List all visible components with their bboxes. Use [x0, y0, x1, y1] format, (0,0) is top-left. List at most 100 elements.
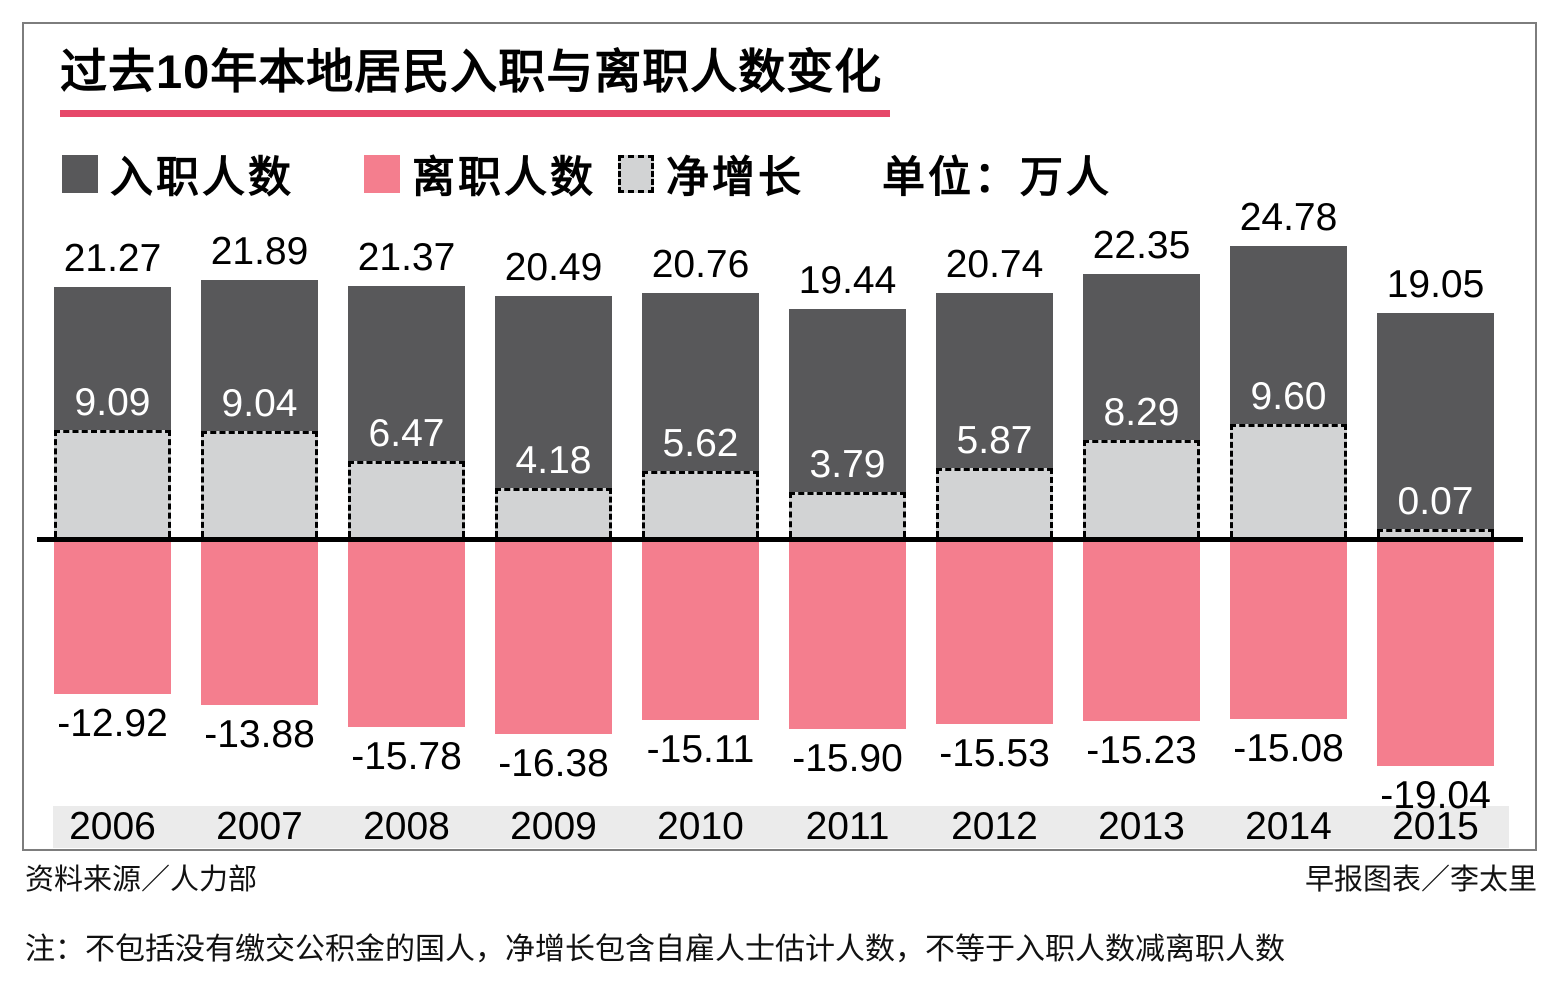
legend-label-net-growth: 净增长 [666, 154, 804, 202]
net-growth-value-label: 9.60 [1250, 375, 1327, 419]
hires-value-label: 21.37 [357, 235, 456, 279]
separations-bar [1377, 542, 1494, 766]
net-growth-bar [348, 460, 465, 537]
net-growth-bar [936, 468, 1053, 537]
legend-label-hires: 入职人数 [110, 154, 294, 202]
bar-group-2011: 19.44 3.79 [774, 200, 921, 537]
year-label-2013: 2013 [1098, 805, 1185, 848]
negative-bar-group-2015: -19.04 [1362, 542, 1509, 817]
net-growth-bar [1083, 439, 1200, 537]
bar-chart: 21.27 9.09 21.89 9.04 21.37 6.47 20.49 4.18 20.7… [37, 196, 1523, 848]
zero-axis-line [37, 537, 1523, 542]
bar-group-2007: 21.89 9.04 [186, 200, 333, 537]
hires-value-label: 19.44 [798, 258, 897, 302]
hires-value-label: 20.76 [651, 243, 750, 287]
separations-value-label: -13.88 [204, 713, 315, 757]
separations-value-label: -12.92 [57, 701, 168, 745]
hires-bar [1377, 313, 1494, 537]
negative-bar-group-2010: -15.11 [627, 542, 774, 805]
legend-item-separations: 离职人数 [364, 143, 596, 205]
bar-group-2015: 19.05 0.07 [1362, 200, 1509, 537]
net-growth-bar [1377, 529, 1494, 537]
bar-group-2014: 24.78 9.60 [1215, 196, 1362, 537]
author-credit: 早报图表／李太里 [1304, 864, 1537, 896]
separations-bar [936, 542, 1053, 725]
hires-swatch-icon [62, 155, 98, 193]
negative-bar-group-2006: -12.92 [39, 542, 186, 805]
year-label-2008: 2008 [363, 805, 450, 848]
hires-value-label: 19.05 [1386, 263, 1485, 307]
source-credit: 资料来源／人力部 [25, 864, 258, 896]
negative-bar-group-2008: -15.78 [333, 542, 480, 805]
bar-group-2009: 20.49 4.18 [480, 200, 627, 537]
separations-value-label: -15.23 [1086, 728, 1197, 772]
year-label-2012: 2012 [951, 805, 1038, 848]
net-growth-value-label: 8.29 [1103, 390, 1180, 434]
separations-bar [495, 542, 612, 735]
net-growth-bar [1230, 424, 1347, 537]
negative-bar-group-2012: -15.53 [921, 542, 1068, 805]
legend: 入职人数 离职人数 净增长 单位：万人 [62, 154, 1535, 202]
separations-value-label: -15.08 [1233, 727, 1344, 771]
chart-panel: 过去10年本地居民入职与离职人数变化 入职人数 离职人数 净增长 单位：万人 2… [22, 22, 1537, 851]
x-axis-labels: 2006 2007 2008 2009 2010 2011 2012 2013 2014 2015 [39, 806, 1509, 848]
separations-value-label: -16.38 [498, 742, 609, 786]
net-growth-bar [495, 487, 612, 537]
separations-value-label: -15.90 [792, 736, 903, 780]
year-label-2015: 2015 [1392, 805, 1479, 848]
year-label-2007: 2007 [216, 805, 303, 848]
negative-bar-group-2011: -15.90 [774, 542, 921, 805]
hires-value-label: 22.35 [1092, 224, 1191, 268]
hires-value-label: 20.74 [945, 243, 1044, 287]
separations-bar [642, 542, 759, 720]
net-growth-value-label: 0.07 [1397, 480, 1474, 523]
bar-group-2012: 20.74 5.87 [921, 200, 1068, 537]
net-growth-value-label: 3.79 [809, 443, 886, 487]
net-growth-bar [54, 430, 171, 537]
separations-bar [1230, 542, 1347, 720]
negative-bar-group-2013: -15.23 [1068, 542, 1215, 805]
hires-value-label: 21.89 [210, 229, 309, 273]
separations-value-label: -19.04 [1380, 773, 1491, 817]
hires-value-label: 24.78 [1239, 195, 1338, 239]
chart-title: 过去10年本地居民入职与离职人数变化 [60, 46, 891, 117]
net-growth-value-label: 5.62 [662, 421, 739, 465]
bar-group-2008: 21.37 6.47 [333, 200, 480, 537]
separations-value-label: -15.78 [351, 735, 462, 779]
net-growth-value-label: 6.47 [368, 411, 445, 455]
year-label-2014: 2014 [1245, 805, 1332, 848]
year-label-2011: 2011 [805, 805, 890, 848]
separations-bar [54, 542, 171, 694]
separations-bar [201, 542, 318, 706]
separations-value-label: -15.11 [646, 727, 755, 771]
net-growth-swatch-icon [618, 155, 654, 193]
year-label-2010: 2010 [657, 805, 744, 848]
bar-group-2010: 20.76 5.62 [627, 200, 774, 537]
separations-bar [1083, 542, 1200, 721]
hires-value-label: 20.49 [504, 246, 603, 290]
negative-bar-group-2009: -16.38 [480, 542, 627, 805]
negative-bar-group-2007: -13.88 [186, 542, 333, 805]
hires-value-label: 21.27 [63, 237, 162, 281]
legend-item-hires: 入职人数 [62, 143, 294, 205]
year-label-2009: 2009 [510, 805, 597, 848]
separations-swatch-icon [364, 155, 400, 193]
negative-bars-area: -12.92 -13.88 -15.78 -16.38 -15.11 -15.90 -15.… [39, 542, 1509, 817]
separations-value-label: -15.53 [939, 732, 1050, 776]
footnote: 注：不包括没有缴交公积金的国人，净增长包含自雇人士估计人数，不等于入职人数减离职… [25, 933, 1285, 966]
unit-label: 单位：万人 [882, 154, 1112, 202]
separations-bar [789, 542, 906, 729]
net-growth-bar [789, 492, 906, 537]
net-growth-value-label: 9.09 [74, 381, 151, 425]
legend-label-separations: 离职人数 [412, 154, 596, 202]
footer: 资料来源／人力部 早报图表／李太里 [25, 862, 1537, 898]
net-growth-bar [642, 470, 759, 537]
net-growth-value-label: 4.18 [515, 438, 592, 482]
legend-item-net-growth: 净增长 [618, 143, 804, 205]
year-label-2006: 2006 [69, 805, 156, 848]
positive-bars-area: 21.27 9.09 21.89 9.04 21.37 6.47 20.49 4.18 20.7… [39, 196, 1509, 537]
bar-group-2013: 22.35 8.29 [1068, 200, 1215, 537]
net-growth-value-label: 9.04 [221, 381, 298, 425]
bar-group-2006: 21.27 9.09 [39, 200, 186, 537]
net-growth-bar [201, 430, 318, 537]
